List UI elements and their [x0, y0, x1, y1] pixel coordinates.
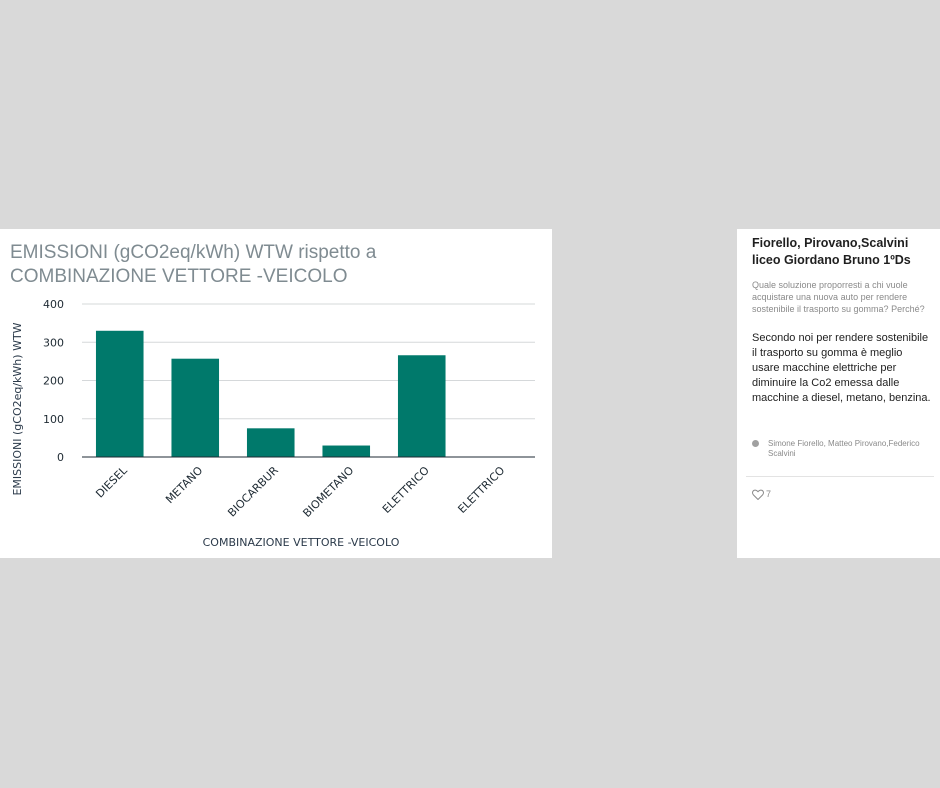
y-tick-label: 200 [43, 375, 64, 388]
x-tick-label: METANO [163, 464, 205, 506]
chart-card: EMISSIONI (gCO2eq/kWh) WTW rispetto a CO… [0, 229, 552, 558]
background-panel [552, 229, 737, 558]
bar [246, 428, 295, 457]
like-count: 7 [766, 489, 772, 499]
y-tick-label: 400 [43, 298, 64, 311]
y-tick-label: 0 [57, 451, 64, 464]
y-tick-label: 300 [43, 336, 64, 349]
author-avatar-icon [752, 440, 759, 447]
author-names: Simone Fiorello, Matteo Pirovano,Federic… [768, 439, 920, 458]
post-question: Quale soluzione proporresti a chi vuole … [752, 280, 925, 314]
x-tick-label: ELETTRICO [380, 464, 432, 516]
chart-title-line-2: COMBINAZIONE VETTORE -VEICOLO [10, 266, 347, 287]
x-tick-label: BIOCARBUR [225, 464, 281, 520]
chart-title-line-1: EMISSIONI (gCO2eq/kWh) WTW rispetto a [10, 242, 377, 263]
bar [171, 358, 220, 457]
x-tick-label: BIOMETANO [300, 464, 356, 520]
bar-chart: EMISSIONI (gCO2eq/kWh) WTW rispetto a CO… [10, 242, 535, 549]
heart-icon [752, 489, 764, 500]
x-axis-label: COMBINAZIONE VETTORE -VEICOLO [203, 536, 400, 549]
bar [95, 330, 144, 457]
y-tick-label: 100 [43, 413, 64, 426]
bar [322, 445, 371, 457]
bar [397, 355, 446, 457]
divider [746, 476, 934, 477]
post-answer: Secondo noi per rendere sostenibile il t… [752, 332, 931, 404]
x-tick-label: ELETTRICO [455, 464, 507, 516]
y-axis-label: EMISSIONI (gCO2eq/kWh) WTW [11, 322, 24, 495]
x-tick-label: DIESEL [93, 463, 130, 500]
post-card: Fiorello, Pirovano,Scalvini liceo Giorda… [737, 229, 940, 558]
like-button[interactable]: 7 [752, 487, 771, 501]
post-title: Fiorello, Pirovano,Scalvini liceo Giorda… [752, 236, 911, 267]
